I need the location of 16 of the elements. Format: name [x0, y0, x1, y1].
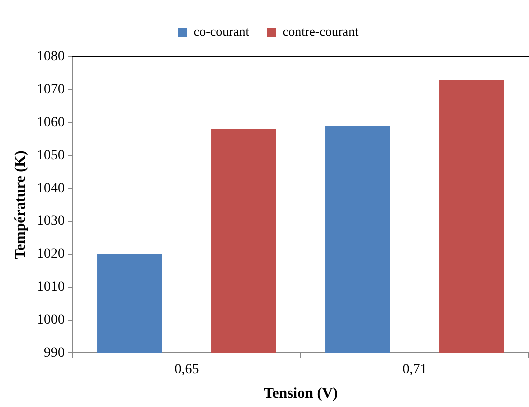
- x-tick-label: 0,71: [402, 362, 428, 378]
- y-tick-label: 1010: [37, 280, 65, 296]
- y-tick-label: 1040: [37, 181, 65, 196]
- y-tick-label: 1080: [37, 50, 65, 65]
- y-tick-label: 1000: [37, 312, 65, 328]
- y-tick-label: 1030: [37, 214, 65, 230]
- x-axis-title: Tension (V): [264, 386, 338, 402]
- y-tick-label: 1050: [37, 148, 65, 164]
- y-tick-label: 990: [44, 346, 65, 361]
- y-axis-title: Température (K): [12, 150, 29, 260]
- x-tick-label: 0,65: [174, 362, 200, 378]
- y-tick-label: 1070: [37, 82, 65, 98]
- y-tick-label: 1020: [37, 247, 65, 262]
- y-tick-label: 1060: [37, 115, 65, 130]
- legend-label: contre-courant: [282, 24, 360, 39]
- legend-label: co-courant: [194, 24, 250, 39]
